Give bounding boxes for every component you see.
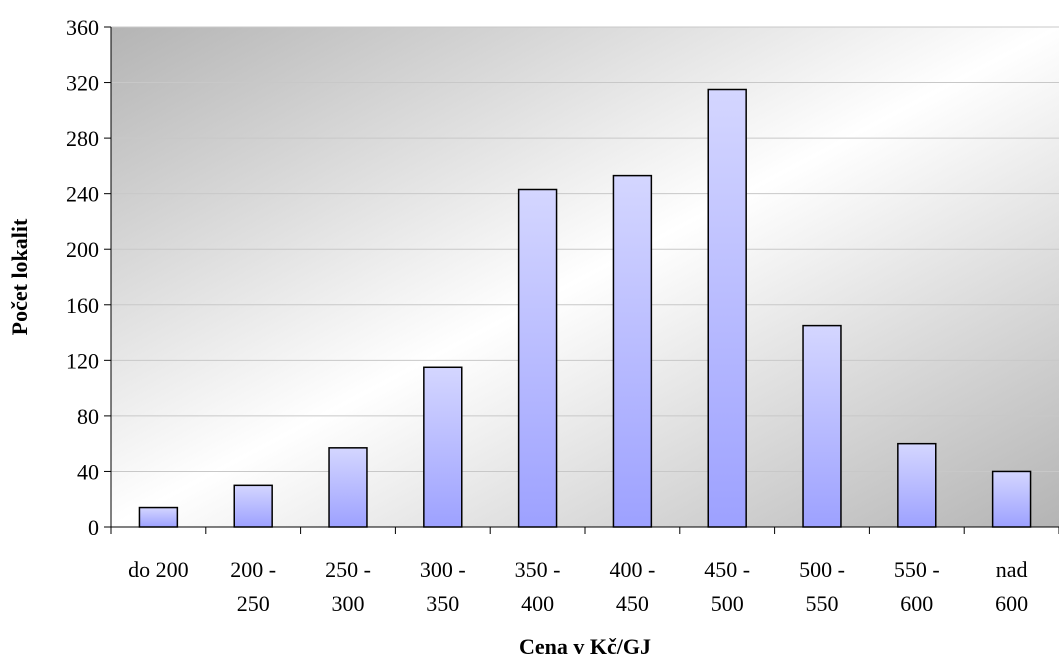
axes [104, 26, 1059, 534]
y-tick-label: 0 [88, 515, 99, 540]
x-tick-label: 600 [995, 591, 1028, 616]
y-tick-label: 80 [77, 404, 99, 429]
gridlines [111, 26, 1059, 472]
x-tick-label: 600 [900, 591, 933, 616]
x-tick-label: 300 - [420, 557, 466, 582]
bar [138, 506, 179, 528]
x-tick-label: 300 [332, 591, 365, 616]
x-tick-label: 500 [711, 591, 744, 616]
y-tick-label: 280 [66, 126, 99, 151]
x-tick-label: 350 [426, 591, 459, 616]
x-tick-labels: do 200 200 - 250 250 - 300 300 - 350 350 - 400 40… [128, 557, 1028, 616]
y-tick-labels: 0 40 80 120 160 200 240 280 320 360 [66, 15, 99, 540]
x-tick-label: 400 - [609, 557, 655, 582]
bar [517, 188, 558, 528]
y-tick-label: 320 [66, 71, 99, 96]
x-tick-label: 550 - [894, 557, 940, 582]
bar [328, 447, 368, 528]
bar [233, 484, 273, 528]
x-tick-label: 200 - [230, 557, 276, 582]
bar [423, 366, 463, 528]
y-tick-label: 200 [66, 237, 99, 262]
x-axis-title: Cena v Kč/GJ [519, 634, 651, 659]
y-tick-label: 40 [77, 459, 99, 484]
x-tick-label: 350 - [515, 557, 561, 582]
x-tick-label: nad [996, 557, 1028, 582]
x-tick-label: 450 [616, 591, 649, 616]
x-tick-label: do 200 [128, 557, 189, 582]
bars [138, 88, 1032, 528]
x-tick-label: 400 [521, 591, 554, 616]
x-tick-label: 250 [237, 591, 270, 616]
y-tick-label: 360 [66, 15, 99, 40]
bar [802, 324, 842, 528]
x-tick-label: 450 - [704, 557, 750, 582]
y-axis-title: Počet lokalit [7, 218, 32, 335]
bar [897, 442, 937, 528]
bar [991, 470, 1032, 528]
x-tick-label: 500 - [799, 557, 845, 582]
y-tick-label: 240 [66, 182, 99, 207]
x-tick-label: 250 - [325, 557, 371, 582]
bar [612, 174, 653, 528]
x-tick-label: 550 [806, 591, 839, 616]
y-tick-label: 160 [66, 293, 99, 318]
y-tick-label: 120 [66, 348, 99, 373]
bar [707, 88, 747, 528]
